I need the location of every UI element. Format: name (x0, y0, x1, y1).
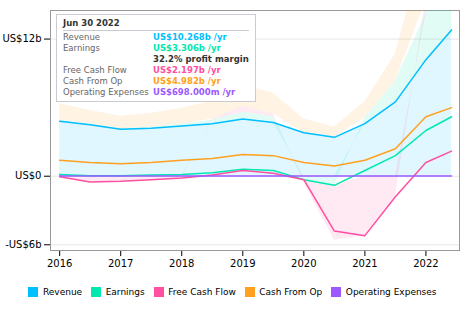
html-text:Cash From Op: Cash From Op (259, 286, 323, 297)
svg-text:2018: 2018 (169, 258, 194, 269)
html-text:Revenue: Revenue (63, 32, 100, 42)
html-text:Earnings: Earnings (63, 43, 100, 53)
html-text:Free Cash Flow: Free Cash Flow (168, 286, 236, 297)
svg-text:2019: 2019 (230, 258, 255, 269)
html-text:Jun 30 2022: Jun 30 2022 (63, 18, 120, 28)
svg-text:2016: 2016 (47, 258, 72, 269)
html-text:Operating Expenses: Operating Expenses (345, 286, 437, 297)
html-text:US$2.197b /yr: US$2.197b /yr (153, 65, 221, 75)
html-text:Revenue: Revenue (43, 286, 83, 297)
html-text:Free Cash Flow: Free Cash Flow (63, 65, 127, 75)
svg-text:2020: 2020 (291, 258, 316, 269)
svg-text:2021: 2021 (352, 258, 377, 269)
html-text:32.2% profit margin: 32.2% profit margin (153, 54, 249, 64)
html-text:US$698.000m /yr: US$698.000m /yr (153, 87, 236, 97)
html-text:US$10.268b /yr: US$10.268b /yr (153, 32, 227, 42)
svg-text:US$12b: US$12b (2, 33, 41, 44)
html-text:Earnings: Earnings (105, 286, 145, 297)
svg-text:US$0: US$0 (15, 170, 41, 181)
svg-text:2017: 2017 (108, 258, 133, 269)
html-text:US$4.982b /yr: US$4.982b /yr (153, 76, 221, 86)
html-text:Cash From Op: Cash From Op (63, 76, 123, 86)
html-text:US$3.306b /yr: US$3.306b /yr (153, 43, 221, 53)
svg-text:-US$6b: -US$6b (5, 239, 41, 250)
html-text:Operating Expenses: Operating Expenses (63, 87, 149, 97)
svg-text:2022: 2022 (413, 258, 438, 269)
